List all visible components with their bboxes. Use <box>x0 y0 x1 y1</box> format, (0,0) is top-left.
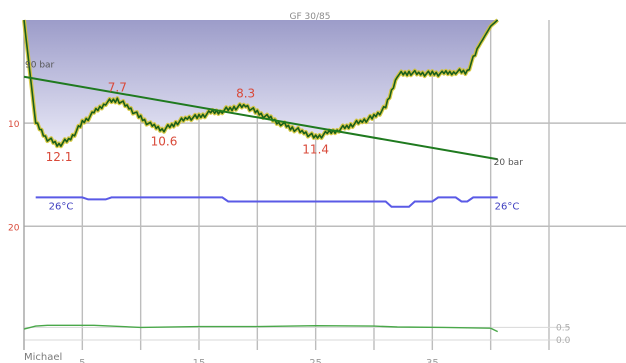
pressure-line <box>23 75 498 161</box>
ppo2-tick-label: 0.0 <box>556 336 571 346</box>
x-tick-label: 25 <box>309 358 322 363</box>
ppo2-line <box>23 324 499 333</box>
depth-label: 12.1 <box>46 150 73 164</box>
pressure-start-label: 90 bar <box>25 61 55 71</box>
ppo2-series <box>23 324 499 333</box>
temperature-end-label: 26°C <box>495 201 520 212</box>
depth-label: 8.3 <box>236 87 255 101</box>
depth-area-fill <box>24 20 498 147</box>
temperature-line <box>35 196 498 208</box>
depth-label: 10.6 <box>151 134 178 148</box>
y-tick-label: 20 <box>8 223 20 233</box>
depth-area <box>24 20 498 147</box>
diver-name: Michael <box>24 352 62 363</box>
pressure-end-label: 20 bar <box>494 158 524 168</box>
temperature-series <box>35 196 498 208</box>
x-tick-label: 5 <box>79 358 85 363</box>
depth-label: 11.4 <box>302 143 329 157</box>
ppo2-tick-label: 0.5 <box>556 323 570 333</box>
y-tick-label: 10 <box>8 120 20 130</box>
chart-title: GF 30/85 <box>290 12 331 22</box>
x-tick-label: 35 <box>426 358 439 363</box>
x-tick-label: 15 <box>193 358 206 363</box>
temperature-start-label: 26°C <box>49 201 74 212</box>
depth-label: 7.7 <box>108 80 127 94</box>
pressure-series <box>23 75 498 161</box>
labels: 10 20 5 15 25 35 0.5 0.0 12.1 7.7 10.6 8.3 11.4 90 ba… <box>8 61 571 363</box>
